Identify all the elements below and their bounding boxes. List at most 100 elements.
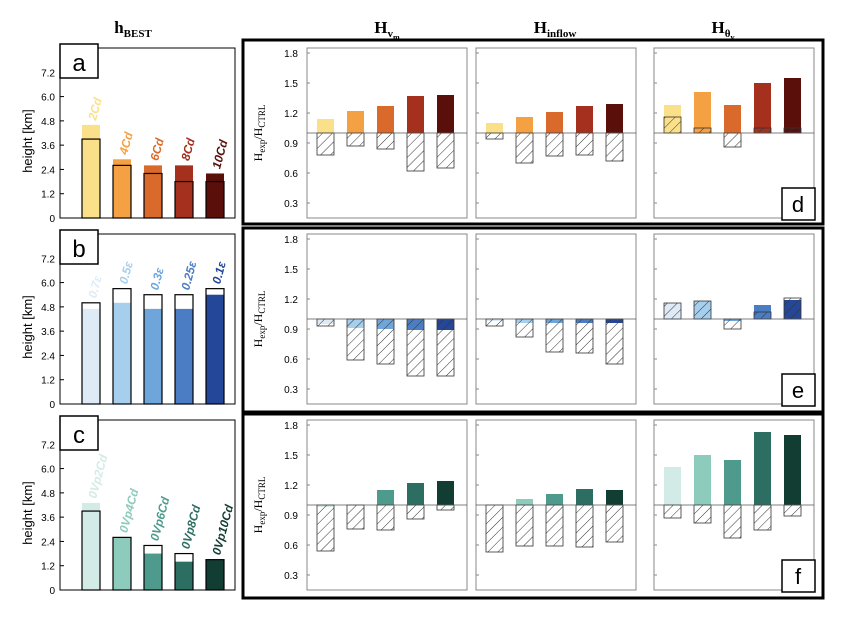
filled-bar bbox=[516, 499, 533, 505]
panel-letter: c bbox=[73, 422, 85, 449]
y-tick-label: 1.8 bbox=[284, 421, 298, 432]
ratio-axis-label: Hexp/HCTRL bbox=[251, 477, 267, 534]
y-tick-label: 0 bbox=[49, 214, 55, 225]
hatched-bar bbox=[376, 504, 395, 531]
bar-label-6Cd: 6Cd bbox=[147, 136, 167, 162]
hatched-bar bbox=[575, 132, 594, 156]
bar-outline-0.3ε bbox=[143, 294, 163, 405]
bar-label-0.1ε: 0.1ε bbox=[209, 260, 228, 286]
subplot-Hθv bbox=[653, 47, 815, 219]
header-h-vm: Hvm bbox=[374, 18, 400, 42]
y-tick-label: 0.6 bbox=[284, 541, 298, 552]
filled-bar bbox=[317, 119, 334, 133]
bar-4Cd bbox=[113, 159, 131, 218]
filled-bar bbox=[347, 111, 364, 133]
hatched-bar bbox=[783, 297, 802, 320]
bar-2Cd bbox=[82, 124, 100, 218]
y-tick-label: 2.4 bbox=[41, 351, 55, 362]
y-tick-label: 1.5 bbox=[284, 79, 298, 90]
filled-bar bbox=[377, 106, 394, 133]
hatched-bar bbox=[436, 504, 455, 511]
hatched-bar bbox=[376, 132, 395, 150]
y-tick-label: 7.2 bbox=[41, 440, 55, 451]
y-tick-label: 6.0 bbox=[41, 93, 55, 104]
hatched-bar bbox=[406, 132, 425, 172]
subplot-Hvm bbox=[306, 233, 468, 405]
y-tick-label: 7.2 bbox=[41, 254, 55, 265]
hatched-bar bbox=[515, 132, 534, 164]
hatched-bar bbox=[436, 132, 455, 169]
bar-0.1ε bbox=[206, 294, 224, 404]
panel-letter-box bbox=[781, 373, 816, 407]
bar-0Vp6Cd bbox=[144, 553, 162, 590]
filled-bar bbox=[724, 105, 741, 133]
hatched-bar bbox=[406, 318, 425, 377]
filled-bar bbox=[377, 490, 394, 505]
y-tick-label: 0.9 bbox=[284, 139, 298, 150]
subplot-Hθv bbox=[653, 419, 815, 591]
y-tick-label: 1.2 bbox=[41, 190, 55, 201]
hatched-bar bbox=[575, 504, 594, 548]
hatched-bar bbox=[485, 132, 504, 140]
y-tick-label: 2.4 bbox=[41, 537, 55, 548]
filled-bar bbox=[754, 432, 771, 505]
hatched-bar bbox=[575, 318, 594, 354]
y-tick-label: 0.3 bbox=[284, 385, 298, 396]
bar-0Vp8Cd bbox=[175, 561, 193, 590]
header-h-theta: Hθv bbox=[712, 18, 735, 42]
hatched-bar bbox=[783, 504, 802, 517]
panel-letter: e bbox=[792, 378, 804, 403]
bar-label-0.7ε: 0.7ε bbox=[85, 274, 104, 300]
y-tick-label: 3.6 bbox=[41, 513, 55, 524]
y-tick-label: 0 bbox=[49, 586, 55, 597]
y-tick-label: 3.6 bbox=[41, 141, 55, 152]
panels-layer: 0 1.2 2.4 3.6 4.8 6.0 7.2 height [km] a 2Cd 4Cd 6Cd… bbox=[20, 38, 825, 600]
y-axis-label: height [km] bbox=[20, 109, 35, 173]
panel-b: 0 1.2 2.4 3.6 4.8 6.0 7.2 height [km] b0.7ε 0.5ε 0… bbox=[20, 229, 236, 411]
hatched-bar bbox=[605, 132, 624, 162]
bar-label-0Vp10Cd: 0Vp10Cd bbox=[209, 503, 236, 557]
hatched-bar bbox=[316, 132, 335, 156]
hatched-bar bbox=[693, 504, 712, 524]
filled-bar bbox=[664, 467, 681, 505]
ratio-axis-label: Hexp/HCTRL bbox=[251, 291, 267, 348]
bar-outline-2Cd bbox=[81, 138, 101, 219]
bar-10Cd bbox=[206, 173, 224, 218]
y-tick-label: 3.6 bbox=[41, 327, 55, 338]
hatched-bar bbox=[663, 116, 682, 134]
filled-bar bbox=[576, 489, 593, 505]
bar-outline-0Vp2Cd bbox=[81, 510, 101, 591]
panel-letter: d bbox=[792, 192, 804, 217]
bar-0.5ε bbox=[113, 302, 131, 404]
filled-bar bbox=[407, 96, 424, 133]
bar-outline-0Vp4Cd bbox=[112, 536, 132, 591]
filled-bar bbox=[694, 92, 711, 133]
y-tick-label: 0.3 bbox=[284, 571, 298, 582]
hatched-bar bbox=[723, 504, 742, 539]
hatched-bar bbox=[436, 318, 455, 377]
hatched-bar bbox=[346, 504, 365, 530]
bar-outline-8Cd bbox=[174, 180, 194, 219]
bar-outline-0Vp10Cd bbox=[205, 559, 225, 591]
subplot-Hinflow bbox=[475, 47, 637, 219]
hatched-bar bbox=[723, 132, 742, 148]
hatched-bar bbox=[545, 132, 564, 157]
y-tick-label: 1.2 bbox=[41, 376, 55, 387]
subplot-Hvm bbox=[306, 419, 468, 591]
hatched-bar bbox=[406, 504, 425, 520]
hatched-bar bbox=[723, 318, 742, 330]
bar-0.3ε bbox=[144, 308, 162, 404]
hatched-bar bbox=[663, 302, 682, 320]
panel-frame bbox=[241, 226, 825, 414]
subplot-Hinflow bbox=[475, 419, 637, 591]
filled-bar bbox=[486, 123, 503, 133]
bar-label-0.5ε: 0.5ε bbox=[116, 260, 135, 286]
y-tick-label: 0.6 bbox=[284, 169, 298, 180]
bar-label-2Cd: 2Cd bbox=[85, 96, 105, 123]
filled-bar bbox=[407, 483, 424, 505]
filled-bar bbox=[546, 494, 563, 505]
filled-bar bbox=[784, 78, 801, 133]
y-tick-label: 6.0 bbox=[41, 465, 55, 476]
